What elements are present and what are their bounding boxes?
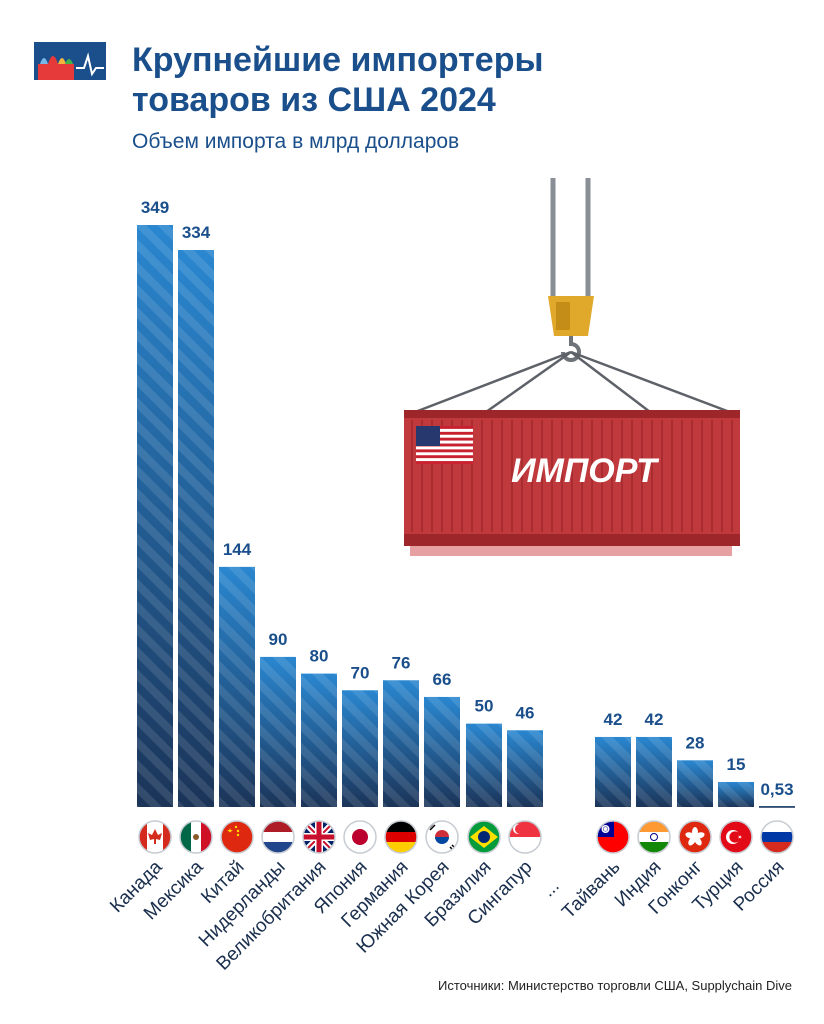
germany-flag-icon: [384, 820, 418, 854]
bar-stripes-germany: [383, 680, 419, 807]
chart-subtitle: Объем импорта в млрд долларов: [132, 130, 460, 153]
us-flag-icon: [416, 426, 473, 464]
singapore-flag-icon: [508, 820, 542, 854]
title-line-1: Крупнейшие импортеры: [132, 41, 544, 79]
value-label-china: 144: [223, 540, 252, 559]
bar-stripes-brazil: [466, 723, 502, 807]
crane-illustration: [409, 178, 736, 416]
bar-stripes-taiwan: [595, 736, 631, 807]
container-label: ИМПОРТ: [511, 452, 660, 490]
value-label-hong-kong: 28: [686, 733, 705, 752]
value-label-taiwan: 42: [604, 710, 623, 729]
bar-stripes-netherlands: [260, 656, 296, 807]
value-label-turkey: 15: [727, 755, 746, 774]
value-label-netherlands: 90: [269, 630, 288, 649]
value-label-canada: 349: [141, 198, 169, 217]
bar-stripes-south-korea: [424, 696, 460, 807]
hong-kong-flag-icon: [678, 820, 712, 854]
turkey-flag-icon: [719, 820, 753, 854]
value-label-singapore: 46: [516, 703, 535, 722]
value-label-uk: 80: [310, 647, 329, 666]
taiwan-flag-icon: [596, 820, 630, 854]
netherlands-flag-icon: [261, 820, 295, 854]
mexico-flag-icon: [179, 820, 213, 854]
value-label-russia: 0,53: [760, 780, 793, 799]
canada-flag-icon: [138, 820, 172, 854]
value-label-brazil: 50: [475, 697, 494, 716]
russia-flag-icon: [760, 820, 794, 854]
china-flag-icon: [220, 820, 254, 854]
bar-stripes-uk: [301, 673, 337, 807]
bar-stripes-singapore: [507, 730, 543, 807]
chart-title: Крупнейшие импортеры товаров из США 2024: [132, 40, 692, 120]
value-label-germany: 76: [392, 653, 411, 672]
value-label-south-korea: 66: [433, 670, 452, 689]
title-line-2: товаров из США 2024: [132, 81, 496, 119]
bar-stripes-hong-kong: [677, 760, 713, 807]
bar-stripes-mexico: [178, 250, 214, 807]
value-label-india: 42: [645, 710, 664, 729]
bar-stripes-canada: [137, 225, 173, 807]
south-korea-flag-icon: [425, 820, 459, 854]
category-label-taiwan: Тайвань: [558, 857, 624, 923]
value-label-mexico: 334: [182, 223, 211, 242]
india-flag-icon: [637, 820, 671, 854]
value-label-japan: 70: [351, 663, 370, 682]
bar-stripes-turkey: [718, 781, 754, 807]
bar-stripes-japan: [342, 690, 378, 807]
logo-icon: [34, 42, 106, 80]
gap-label: ...: [538, 876, 563, 901]
brazil-flag-icon: [467, 820, 501, 854]
bar-stripes-china: [219, 566, 255, 807]
bar-chart: ИМПОРТ 349 334 144 90 80 70 76 66 50 46 42 42 28 15 0,…: [106, 178, 795, 975]
japan-flag-icon: [343, 820, 377, 854]
bar-stripes-india: [636, 736, 672, 807]
shipping-container: ИМПОРТ: [404, 410, 740, 556]
source-note: Источники: Министерство торговли США, Su…: [437, 978, 792, 993]
uk-flag-icon: [302, 820, 336, 854]
